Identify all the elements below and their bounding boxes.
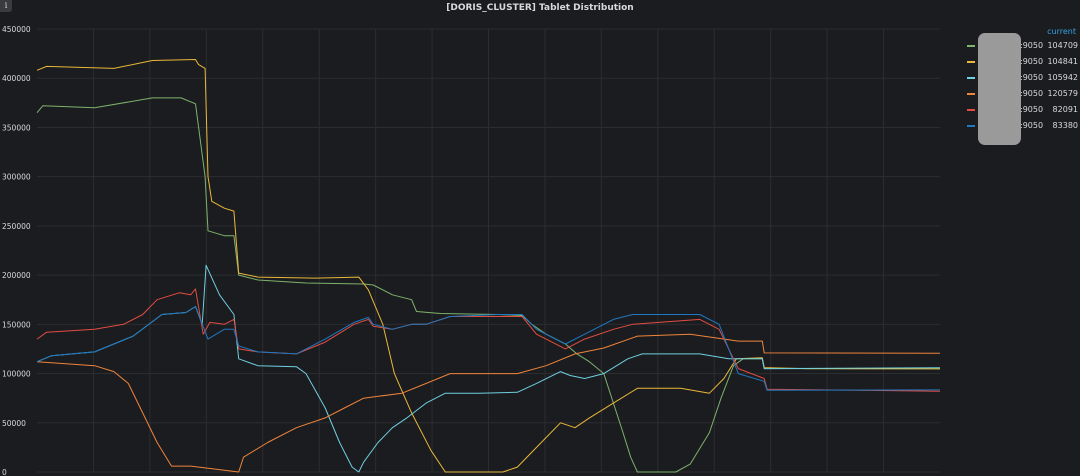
legend-host-label: :9050 — [1020, 105, 1044, 114]
legend-current-value: 83380 — [1052, 121, 1078, 130]
y-tick-label: 150000 — [2, 320, 31, 329]
legend-host-label: :9050 — [1020, 41, 1044, 50]
legend-item-1[interactable]: :9050 104709 — [962, 39, 1078, 53]
series-line-4[interactable] — [36, 333, 941, 473]
y-tick-label: 350000 — [2, 123, 31, 132]
y-tick-label: 100000 — [2, 370, 31, 379]
legend-current-value: 82091 — [1052, 105, 1078, 114]
legend-current-value: 104709 — [1047, 41, 1078, 50]
legend-swatch — [967, 109, 975, 111]
legend-item-2[interactable]: :9050 104841 — [962, 55, 1078, 69]
legend-swatch — [967, 125, 975, 127]
redacted-host-names — [978, 33, 1021, 145]
legend-swatch — [967, 93, 975, 95]
y-tick-label: 450000 — [2, 25, 31, 34]
legend-item-6[interactable]: :9050 83380 — [962, 119, 1078, 133]
legend-current-value: 120579 — [1047, 89, 1078, 98]
y-tick-label: 300000 — [2, 173, 31, 182]
y-tick-label: 50000 — [2, 419, 26, 428]
legend-host-label: :9050 — [1020, 89, 1044, 98]
y-tick-label: 400000 — [2, 74, 31, 83]
series-line-6[interactable] — [36, 306, 941, 391]
chart-title: [DORIS_CLUSTER] Tablet Distribution — [446, 3, 634, 13]
legend-swatch — [967, 61, 975, 63]
y-tick-label: 0 — [2, 468, 7, 476]
y-tick-label: 200000 — [2, 271, 31, 280]
legend-host-label: :9050 — [1020, 121, 1044, 130]
legend-header-current[interactable]: current — [1047, 27, 1076, 36]
legend-swatch — [967, 45, 975, 47]
legend-item-4[interactable]: :9050 120579 — [962, 87, 1078, 101]
series-line-5[interactable] — [36, 288, 941, 392]
legend-item-3[interactable]: :9050 105942 — [962, 71, 1078, 85]
y-tick-label: 250000 — [2, 222, 31, 231]
series-line-2[interactable] — [36, 59, 941, 473]
info-icon[interactable]: i — [0, 0, 12, 12]
series-line-1[interactable] — [36, 97, 941, 473]
legend-current-value: 104841 — [1047, 57, 1078, 66]
legend-swatch — [967, 77, 975, 79]
legend-current-value: 105942 — [1047, 73, 1078, 82]
legend-item-5[interactable]: :9050 82091 — [962, 103, 1078, 117]
legend-host-label: :9050 — [1020, 57, 1044, 66]
legend-host-label: :9050 — [1020, 73, 1044, 82]
